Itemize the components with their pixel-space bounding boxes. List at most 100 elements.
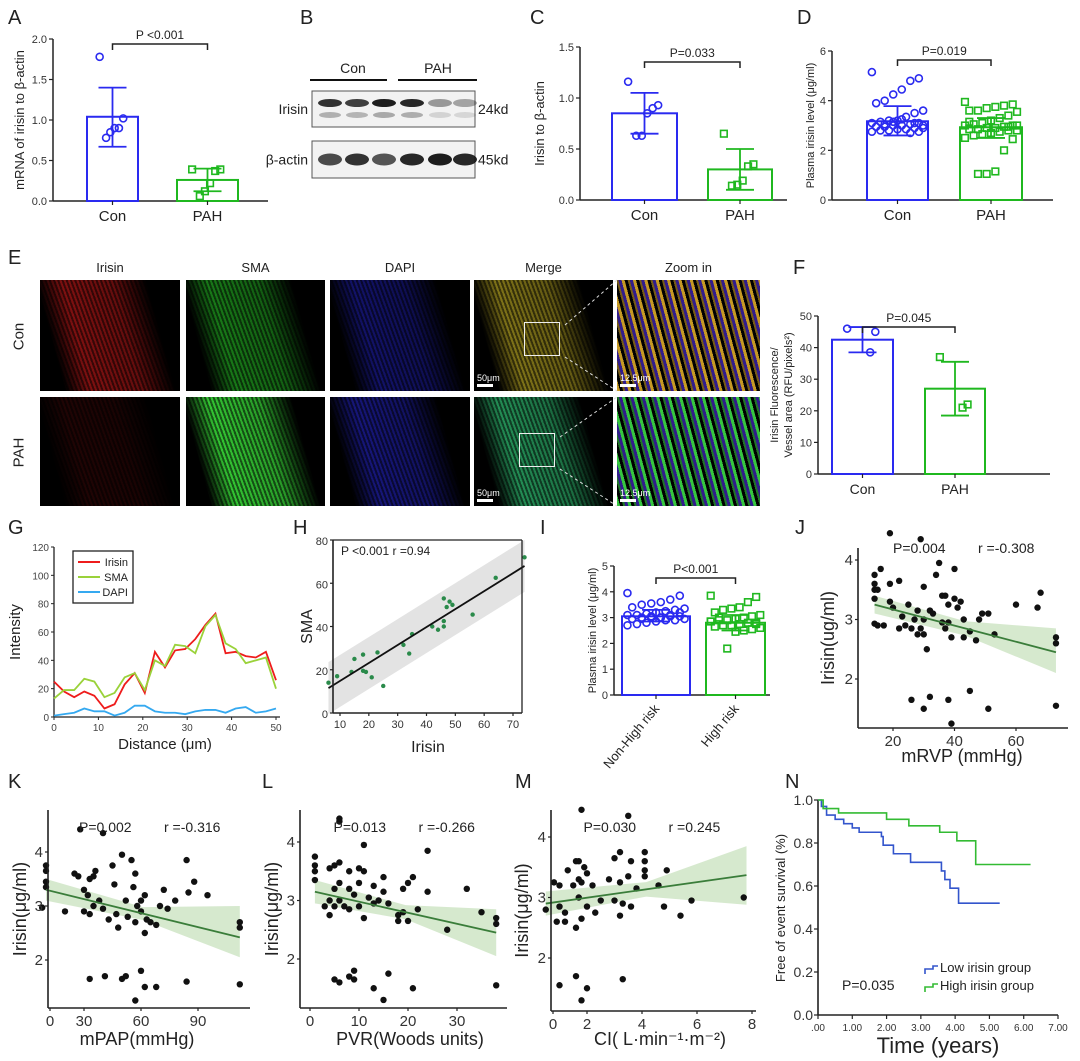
data-point [326,680,331,685]
data-point [77,826,84,833]
data-point [331,976,338,983]
x-axis-label: mPAP(mmHg) [80,1029,195,1049]
data-point [122,897,129,904]
data-point [973,169,983,179]
data-point [478,909,485,916]
data-point [874,586,881,593]
data-point [380,996,387,1004]
data-point [101,973,109,980]
panel-letter: N [785,771,799,793]
y-tick-label: 0.0 [32,196,47,208]
data-point [424,847,431,854]
data-point [105,916,112,923]
legend-label: DAPI [102,587,128,599]
data-point [982,104,991,113]
data-point [132,919,139,926]
p-value: P <0.001 [136,28,184,42]
data-point [637,131,647,141]
data-point [95,52,104,62]
data-point [346,973,353,980]
data-point [447,599,452,604]
y-tick-label: 0.2 [794,964,814,980]
data-point [914,118,924,128]
data-point [1004,122,1013,131]
column-header-merge: Merge [525,260,562,275]
data-point [747,612,757,621]
data-point [627,858,635,865]
data-point [623,621,632,630]
data-point [556,882,563,889]
y-tick-label: 20 [800,406,812,418]
data-point [321,903,328,910]
x-tick-label: 70 [507,719,519,731]
x-axis-label: Time (years) [877,1033,1000,1058]
p-value: P=0.033 [670,46,715,60]
data-point [965,106,974,115]
significance-bracket [655,577,737,584]
data-point [871,327,880,337]
data-point [942,592,949,599]
data-point [747,625,757,634]
data-point [901,112,911,122]
data-point [966,687,974,695]
molecular-weight-label: 45kd [478,152,508,168]
y-tick-label: 2 [820,145,826,157]
x-tick-label: 40 [226,723,238,734]
data-point [906,76,915,86]
data-point [84,892,92,899]
panel-letter: C [530,7,544,29]
zoom-region-box [519,433,555,467]
data-point [92,867,99,875]
y-tick-label: 100 [32,571,49,582]
bar-non-high-risk [621,615,691,696]
y-tick-label: 0 [602,690,608,702]
data-point [553,918,560,925]
data-point [346,906,353,913]
x-tick-label: 2 [583,1016,591,1033]
y-tick-label: 0 [820,195,826,207]
data-point [99,905,107,912]
data-point [441,596,446,601]
data-point [917,625,924,632]
data-point [985,610,992,617]
data-point [719,621,728,630]
data-point [1052,640,1060,647]
x-tick-label: 0 [549,1016,557,1033]
data-point [871,122,881,132]
data-point [118,851,126,858]
panel-letter: K [8,771,22,793]
data-point [710,608,719,617]
data-point [336,859,343,866]
data-point [914,631,921,638]
x-tick-label: 8 [748,1016,756,1033]
data-point [625,873,632,880]
data-point [719,605,728,614]
data-point [395,911,402,919]
data-point [334,674,340,679]
data-point [409,873,417,881]
y-tick-label: 4 [538,829,546,846]
x-tick-label: 30 [392,719,404,731]
x-tick-label: PAH [725,207,755,224]
data-point [880,622,887,629]
data-point [86,975,93,983]
x-tick-label: PAH [941,481,969,497]
x-tick-label: 20 [885,733,902,750]
y-tick-label: 20 [316,666,328,678]
data-point [646,599,656,608]
p-value: P=0.030 [584,819,637,835]
data-point [583,870,591,877]
confidence-band [874,595,1056,674]
blot-band [453,99,477,107]
data-point [380,873,387,881]
x-tick-label: 0 [306,1013,314,1030]
panel-letter: M [515,771,532,793]
p-value: P=0.035 [842,977,895,993]
data-point [355,879,363,887]
data-point [727,604,736,613]
data-point [710,622,719,631]
panel-letter: I [540,517,546,539]
data-point [951,565,958,573]
data-point [90,902,97,910]
data-point [627,602,637,612]
